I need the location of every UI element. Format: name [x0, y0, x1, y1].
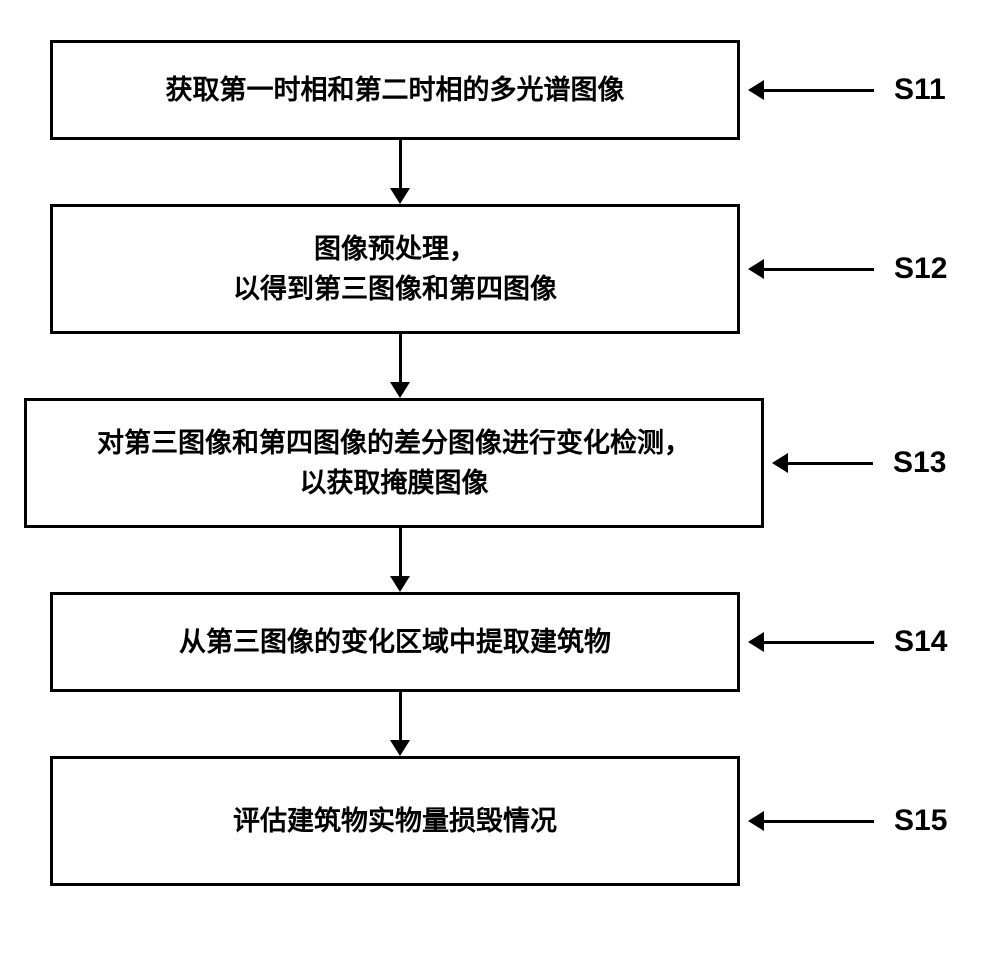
step-box-4: 从第三图像的变化区域中提取建筑物: [50, 592, 740, 692]
step-text: 评估建筑物实物量损毁情况: [233, 801, 557, 842]
step-text: 对第三图像和第四图像的差分图像进行变化检测， 以获取掩膜图像: [97, 423, 691, 504]
connector-2: [390, 334, 410, 398]
connector-3: [390, 528, 410, 592]
step-row-3: 对第三图像和第四图像的差分图像进行变化检测， 以获取掩膜图像 S13: [50, 398, 950, 528]
step-row-1: 获取第一时相和第二时相的多光谱图像 S11: [50, 40, 950, 140]
step-box-3: 对第三图像和第四图像的差分图像进行变化检测， 以获取掩膜图像: [24, 398, 764, 528]
connector-4: [390, 692, 410, 756]
step-row-4: 从第三图像的变化区域中提取建筑物 S14: [50, 592, 950, 692]
arrow-head: [748, 80, 764, 100]
pointer-arrow-5: [748, 811, 874, 831]
arrow-line: [764, 641, 874, 644]
connector-head: [390, 576, 410, 592]
step-text: 从第三图像的变化区域中提取建筑物: [179, 622, 611, 663]
connector-line: [399, 334, 402, 382]
arrow-head: [772, 453, 788, 473]
step-label-2: S12: [894, 252, 947, 286]
step-box-2: 图像预处理， 以得到第三图像和第四图像: [50, 204, 740, 334]
pointer-arrow-3: [772, 453, 873, 473]
connector-head: [390, 188, 410, 204]
pointer-arrow-2: [748, 259, 874, 279]
connector-line: [399, 140, 402, 188]
pointer-arrow-1: [748, 80, 874, 100]
step-label-3: S13: [893, 446, 946, 480]
arrow-line: [764, 820, 874, 823]
connector-head: [390, 740, 410, 756]
connector-line: [399, 692, 402, 740]
step-row-2: 图像预处理， 以得到第三图像和第四图像 S12: [50, 204, 950, 334]
step-label-1: S11: [894, 73, 946, 107]
arrow-line: [764, 268, 874, 271]
step-box-1: 获取第一时相和第二时相的多光谱图像: [50, 40, 740, 140]
step-row-5: 评估建筑物实物量损毁情况 S15: [50, 756, 950, 886]
arrow-head: [748, 259, 764, 279]
step-label-4: S14: [894, 625, 947, 659]
step-label-5: S15: [894, 804, 947, 838]
arrow-head: [748, 632, 764, 652]
arrow-head: [748, 811, 764, 831]
step-text: 图像预处理， 以得到第三图像和第四图像: [233, 229, 557, 310]
step-box-5: 评估建筑物实物量损毁情况: [50, 756, 740, 886]
connector-line: [399, 528, 402, 576]
arrow-line: [764, 89, 874, 92]
step-text: 获取第一时相和第二时相的多光谱图像: [166, 70, 625, 111]
connector-1: [390, 140, 410, 204]
connector-head: [390, 382, 410, 398]
flowchart-container: 获取第一时相和第二时相的多光谱图像 S11 图像预处理， 以得到第三图像和第四图…: [50, 40, 950, 886]
arrow-line: [788, 462, 873, 465]
pointer-arrow-4: [748, 632, 874, 652]
